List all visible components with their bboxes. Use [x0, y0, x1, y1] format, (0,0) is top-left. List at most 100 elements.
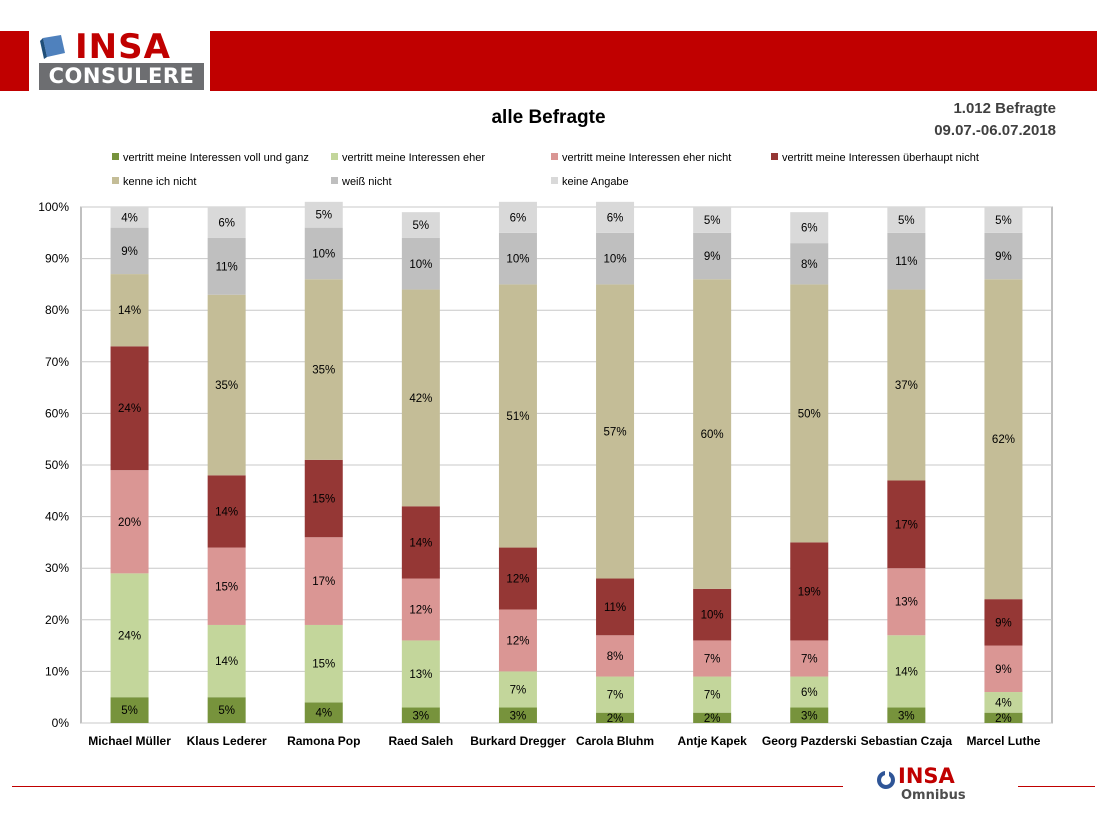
insa-consulere-logo: INSA CONSULERE: [29, 27, 210, 92]
bar-segment: [401, 212, 440, 238]
data-label: 12%: [409, 604, 432, 616]
data-label: 14%: [215, 506, 238, 518]
legend-label: weiß nicht: [342, 176, 392, 188]
insa-omnibus-logo: INSA Omnibus: [876, 764, 988, 808]
y-tick-label: 30%: [45, 561, 69, 575]
data-label: 24%: [118, 630, 141, 642]
legend-item: vertritt meine Interessen überhaupt nich…: [771, 151, 979, 165]
data-label: 5%: [218, 705, 235, 717]
x-tick-label: Raed Saleh: [388, 734, 453, 748]
data-label: 12%: [506, 574, 529, 586]
bar-segment: [498, 609, 537, 672]
data-label: 6%: [801, 687, 818, 699]
x-tick-label: Burkard Dregger: [470, 734, 566, 748]
bar-segment: [304, 201, 343, 228]
bar-segment: [207, 294, 246, 476]
bar-segment: [693, 588, 732, 641]
legend-item: kenne ich nicht: [112, 175, 196, 189]
data-label: 10%: [409, 259, 432, 271]
data-label: 14%: [118, 305, 141, 317]
data-label: 5%: [413, 220, 430, 232]
bar-segment: [596, 284, 635, 579]
legend-swatch: [551, 177, 558, 184]
bar-segment: [110, 470, 149, 574]
bar-segment: [401, 578, 440, 641]
data-label: 7%: [704, 654, 721, 666]
data-label: 2%: [704, 713, 721, 725]
data-label: 37%: [895, 380, 918, 392]
data-label: 9%: [121, 246, 138, 258]
bar-segment: [110, 227, 149, 275]
data-label: 10%: [312, 248, 335, 260]
bar-segment: [596, 635, 635, 677]
bar-segment: [110, 697, 149, 723]
data-label: 3%: [898, 710, 915, 722]
footer-divider-left: [12, 786, 843, 787]
legend-label: vertritt meine Interessen eher: [342, 152, 486, 164]
data-label: 6%: [510, 212, 527, 224]
data-label: 9%: [995, 664, 1012, 676]
survey-meta: 1.012 Befragte 09.07.-06.07.2018: [934, 98, 1056, 142]
y-tick-label: 90%: [45, 252, 69, 266]
bar-segment: [401, 707, 440, 723]
y-tick-label: 70%: [45, 355, 69, 369]
bar-segment: [401, 289, 440, 507]
data-label: 15%: [215, 581, 238, 593]
data-label: 11%: [604, 602, 626, 614]
logo-subtitle: CONSULERE: [39, 63, 204, 90]
bar-segment: [693, 279, 732, 589]
bar-segment: [887, 207, 926, 233]
legend-swatch: [331, 177, 338, 184]
logo-wordmark: INSA: [75, 27, 171, 67]
bar-segment: [207, 237, 246, 295]
omnibus-logo-wordmark: INSA: [898, 764, 955, 788]
x-tick-label: Michael Müller: [88, 734, 171, 748]
bar-segment: [887, 635, 926, 708]
data-label: 4%: [121, 212, 138, 224]
bar-segment: [984, 279, 1023, 600]
chart-title: alle Befragte: [491, 107, 606, 128]
x-tick-label: Carola Bluhm: [576, 734, 654, 748]
bar-segment: [304, 537, 343, 625]
data-label: 7%: [510, 684, 527, 696]
bar-segment: [207, 547, 246, 625]
bar-segment: [790, 676, 829, 708]
data-label: 7%: [704, 690, 721, 702]
bar-segment: [693, 207, 732, 233]
legend-swatch: [112, 153, 119, 160]
y-tick-label: 0%: [52, 716, 70, 730]
data-label: 57%: [604, 426, 627, 438]
y-tick-label: 100%: [38, 200, 69, 214]
data-label: 5%: [121, 705, 138, 717]
bar-segment: [304, 702, 343, 723]
bar-segment: [498, 671, 537, 708]
data-label: 5%: [995, 215, 1012, 227]
data-label: 2%: [995, 713, 1012, 725]
bar-segment: [984, 712, 1023, 723]
data-label: 14%: [895, 666, 918, 678]
data-label: 14%: [215, 656, 238, 668]
bar-segment: [304, 624, 343, 703]
bar-segment: [790, 707, 829, 723]
bar-segment: [110, 207, 149, 228]
y-tick-label: 60%: [45, 406, 69, 420]
data-label: 15%: [312, 494, 335, 506]
data-label: 12%: [506, 635, 529, 647]
bar-segment: [401, 506, 440, 579]
legend-swatch: [331, 153, 338, 160]
data-label: 35%: [312, 365, 335, 377]
bar-segment: [498, 547, 537, 610]
bar-segment: [207, 475, 246, 548]
bar-segment: [498, 201, 537, 233]
data-label: 17%: [895, 519, 918, 531]
bar-segment: [304, 227, 343, 280]
data-label: 50%: [798, 408, 821, 420]
data-label: 60%: [701, 429, 724, 441]
bar-segment: [401, 640, 440, 708]
data-label: 19%: [798, 586, 821, 598]
bar-segment: [498, 284, 537, 548]
bar-segment: [887, 480, 926, 569]
bar-segment: [498, 707, 537, 723]
data-label: 5%: [315, 210, 332, 222]
data-label: 8%: [607, 651, 624, 663]
